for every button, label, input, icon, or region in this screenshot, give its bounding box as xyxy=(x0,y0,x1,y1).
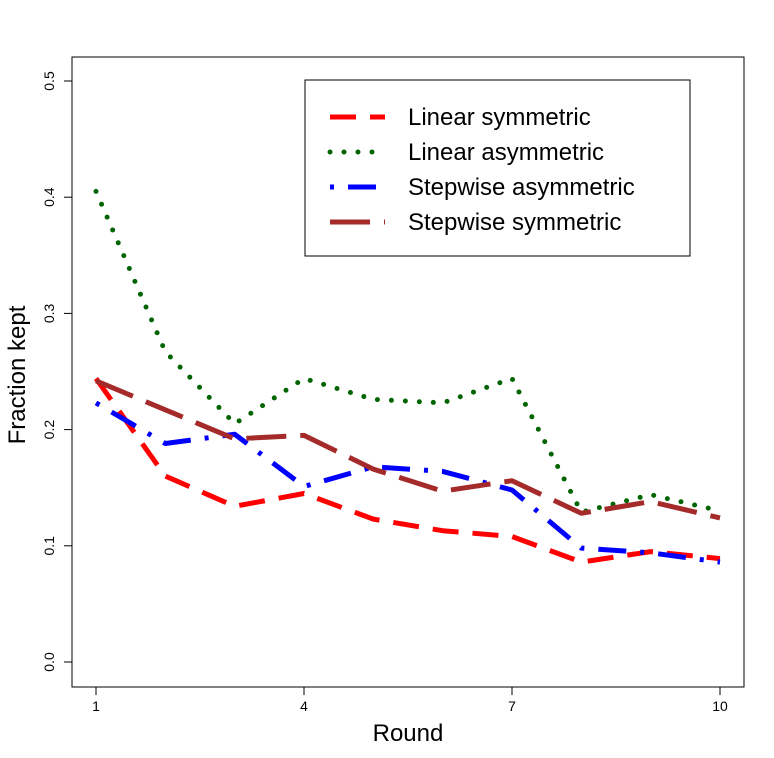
x-axis: 1 4 7 10 xyxy=(92,686,728,714)
x-tick-label: 1 xyxy=(92,698,100,714)
y-tick-label: 0.2 xyxy=(41,420,57,440)
x-tick-label: 4 xyxy=(300,698,308,714)
series-line-linear-asymmetric xyxy=(93,188,723,515)
y-tick-label: 0.1 xyxy=(41,536,57,556)
legend-label: Stepwise symmetric xyxy=(408,209,621,236)
x-tick-label: 7 xyxy=(508,698,516,714)
x-axis-title: Round xyxy=(373,720,444,747)
legend-label: Linear symmetric xyxy=(408,104,591,131)
x-tick-label: 10 xyxy=(712,698,728,714)
series-line-linear-symmetric xyxy=(93,377,721,565)
legend: Linear symmetric Linear asymmetric Stepwis… xyxy=(304,79,691,257)
series-line-stepwise-symmetric xyxy=(95,378,721,521)
series-line-stepwise-asymmetric xyxy=(94,400,721,565)
y-axis: 0.0 0.1 0.2 0.3 0.4 0.5 xyxy=(41,71,73,672)
y-tick-label: 0.5 xyxy=(41,71,57,91)
legend-label: Stepwise asymmetric xyxy=(408,174,635,201)
legend-box xyxy=(304,79,691,257)
y-tick-label: 0.0 xyxy=(41,652,57,672)
y-tick-label: 0.3 xyxy=(41,303,57,323)
legend-label: Linear asymmetric xyxy=(408,139,604,166)
y-axis-title: Fraction kept xyxy=(4,305,31,444)
y-tick-label: 0.4 xyxy=(41,187,57,207)
series-layer xyxy=(93,188,723,565)
